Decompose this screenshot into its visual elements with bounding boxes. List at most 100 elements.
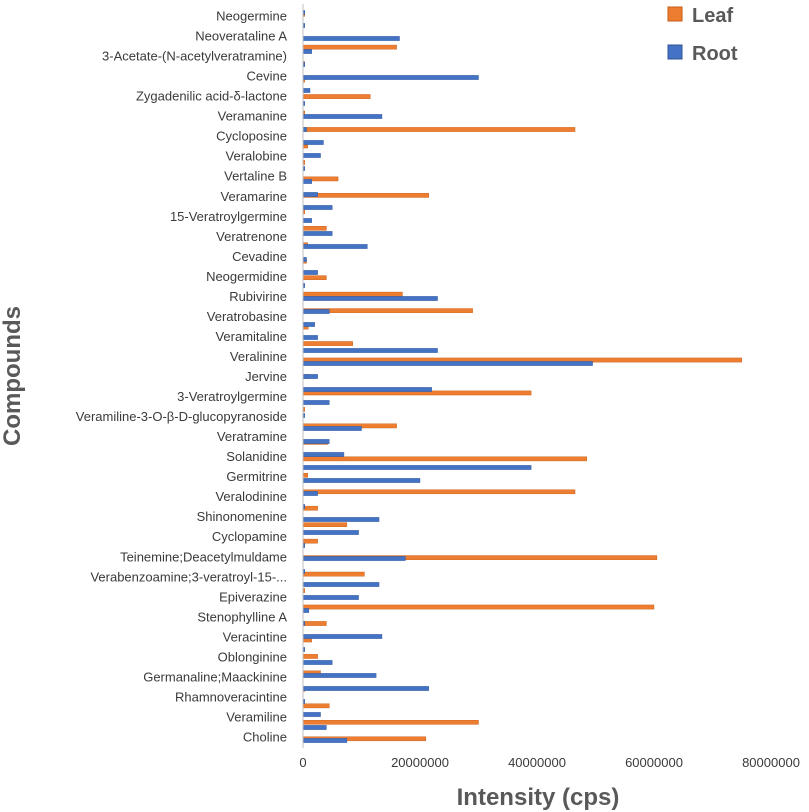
x-tick-label: 20000000: [391, 755, 449, 770]
root-bars: [302, 10, 593, 743]
category-label: Veramiline-3-O-β-D-glucopyranoside: [76, 409, 287, 424]
leaf-bar: [302, 473, 308, 478]
category-label: Germitrine: [226, 469, 287, 484]
category-label: Neogermine: [216, 9, 287, 24]
root-bar: [302, 478, 421, 483]
legend-item-root: Root: [667, 43, 738, 65]
leaf-bar: [302, 654, 318, 659]
category-label: Cycloposine: [216, 129, 287, 144]
root-bar: [302, 231, 333, 236]
leaf-bar: [302, 275, 327, 281]
category-labels: Neogermine Neoverataline A 3-Acetate-(N-ac…: [76, 9, 288, 745]
category-label: Veramanine: [218, 109, 287, 124]
root-bar: [302, 49, 312, 54]
root-bar: [302, 322, 315, 327]
category-label: Veratrobasine: [207, 309, 287, 324]
leaf-bar: [302, 193, 429, 198]
root-bar: [302, 465, 532, 470]
x-tick-label: 40000000: [508, 755, 566, 770]
category-label: Solanidine: [226, 449, 287, 464]
leaf-bar: [302, 621, 327, 626]
legend-swatch-root: [667, 44, 683, 60]
leaf-bar: [302, 94, 371, 99]
legend-item-leaf: Leaf: [667, 5, 733, 27]
root-bar: [302, 738, 348, 743]
category-label: Germanaline;Maackinine: [143, 669, 287, 684]
category-label: Jervine: [245, 369, 287, 384]
root-bar: [302, 179, 312, 184]
root-bar: [302, 439, 330, 444]
x-tick-labels: 0 20000000 40000000 60000000 80000000: [299, 755, 800, 770]
root-bar: [302, 595, 359, 600]
root-bar: [302, 36, 400, 41]
leaf-bar: [302, 505, 318, 511]
category-label: Rubivirine: [229, 289, 287, 304]
leaf-bar: [302, 341, 353, 346]
root-bar: [302, 257, 307, 262]
category-label: Veramarine: [221, 189, 287, 204]
root-bar: [302, 218, 312, 223]
category-label: Veratramine: [217, 429, 287, 444]
root-bar: [302, 244, 368, 249]
root-bar: [302, 309, 330, 314]
category-label: 15-Veratroylgermine: [170, 209, 287, 224]
root-bar: [302, 608, 310, 613]
category-label: Veramiline: [226, 709, 287, 724]
leaf-bar: [302, 571, 365, 577]
root-bar: [302, 634, 383, 639]
root-bar: [302, 192, 318, 197]
root-bar: [302, 426, 362, 431]
root-bar: [302, 361, 593, 366]
category-label: Cevadine: [232, 249, 287, 264]
root-bar: [302, 686, 429, 691]
category-label: Veratrenone: [216, 229, 287, 244]
legend-swatch-leaf: [667, 6, 683, 22]
category-label: Oblonginine: [218, 649, 287, 664]
root-bar: [302, 88, 311, 93]
leaf-bar: [302, 44, 397, 50]
category-label: Teinemine;Deacetylmuldame: [120, 549, 287, 564]
category-label: Verabenzoamine;3-veratroyl-15-...: [90, 569, 287, 584]
legend-label-leaf: Leaf: [692, 5, 733, 27]
root-bar: [302, 140, 324, 145]
category-label: Vertaline B: [224, 169, 287, 184]
root-bar: [302, 114, 383, 119]
leaf-bar: [302, 720, 479, 725]
category-label: Veramitaline: [215, 329, 287, 344]
y-axis-title: Compounds: [0, 306, 26, 446]
category-label: Neogermidine: [206, 269, 287, 284]
root-bar: [302, 387, 432, 392]
x-axis-title: Intensity (cps): [457, 784, 620, 811]
root-bar: [302, 491, 318, 496]
leaf-bar: [302, 604, 655, 610]
root-bar: [302, 452, 345, 457]
leaf-bar: [302, 522, 348, 527]
root-bar: [302, 673, 377, 678]
category-label: Shinonomenine: [197, 509, 287, 524]
category-label: Veralinine: [230, 349, 287, 364]
root-bar: [302, 400, 330, 405]
category-label: Cyclopamine: [212, 529, 287, 544]
root-bar: [302, 205, 333, 210]
leaf-bar: [302, 456, 587, 462]
root-bar: [302, 296, 438, 301]
leaf-bar: [302, 225, 327, 231]
category-label: Stenophylline A: [197, 609, 287, 624]
category-label: Epiverazine: [219, 589, 287, 604]
root-bar: [302, 270, 318, 275]
category-label: 3-Veratroylgermine: [177, 389, 287, 404]
root-bar: [302, 530, 359, 535]
root-bar: [302, 335, 318, 340]
root-bar: [302, 582, 380, 587]
root-bar: [302, 75, 479, 80]
category-label: Cevine: [247, 69, 287, 84]
category-label: Veracintine: [223, 629, 287, 644]
x-tick-label: 0: [299, 755, 306, 770]
root-bar: [302, 725, 327, 730]
root-bar: [302, 127, 307, 132]
x-tick-label: 60000000: [625, 755, 683, 770]
root-bar: [302, 374, 318, 379]
root-bar: [302, 660, 333, 665]
leaf-bar: [302, 538, 318, 544]
